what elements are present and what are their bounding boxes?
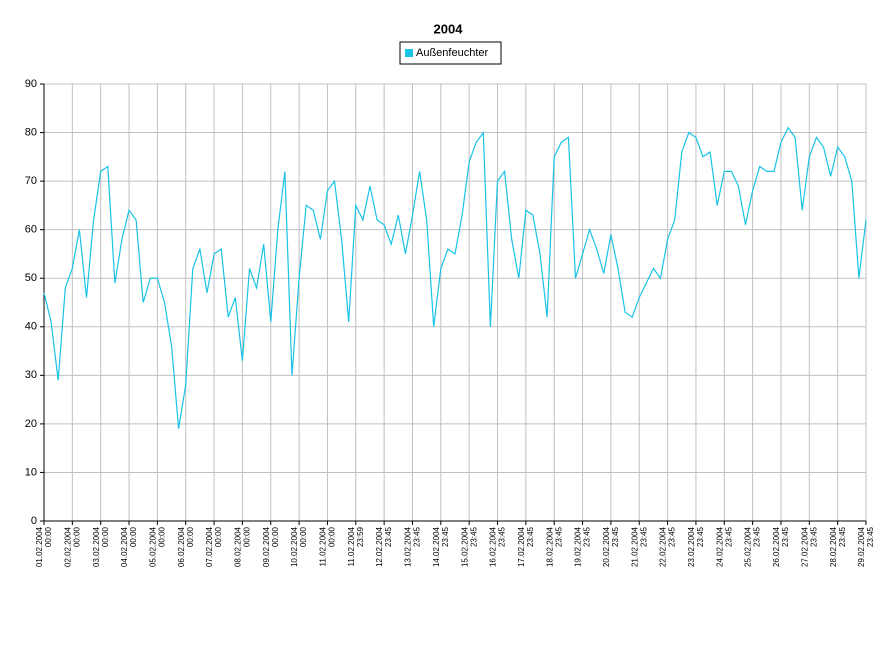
x-tick-label: 00:00 — [243, 526, 252, 547]
x-tick-label: 28.02.2004 — [829, 526, 838, 567]
x-tick-label: 11.02.2004 — [347, 526, 356, 566]
x-tick-label: 04.02.2004 — [120, 526, 129, 567]
x-tick-label: 23:45 — [384, 526, 393, 547]
x-tick-label: 23:45 — [469, 526, 478, 547]
x-tick-label: 00:00 — [328, 526, 337, 547]
x-tick-label: 27.02.2004 — [800, 526, 809, 567]
x-tick-label: 19.02.2004 — [574, 526, 583, 567]
x-tick-label: 00:00 — [72, 526, 81, 547]
x-tick-label: 25.02.2004 — [744, 526, 753, 567]
x-tick-label: 07.02.2004 — [205, 526, 214, 567]
x-tick-label: 18.02.2004 — [545, 526, 554, 567]
x-tick-label: 23:45 — [413, 526, 422, 547]
x-tick-label: 23:45 — [696, 526, 705, 547]
x-tick-label: 16.02.2004 — [489, 526, 498, 567]
y-tick-label: 0 — [31, 515, 37, 527]
legend-box — [399, 41, 502, 65]
y-tick-label: 40 — [25, 321, 37, 333]
x-tick-label: 23:45 — [668, 526, 677, 547]
x-tick-label: 23:45 — [838, 526, 847, 547]
x-tick-label: 17.02.2004 — [517, 526, 526, 567]
chart-title: 2004 — [434, 21, 464, 36]
y-tick-label: 70 — [25, 175, 37, 187]
x-tick-label: 23:45 — [724, 526, 733, 547]
y-tick-label: 80 — [25, 126, 37, 138]
x-tick-label: 03.02.2004 — [92, 526, 101, 567]
x-tick-label: 09.02.2004 — [262, 526, 271, 567]
y-tick-label: 20 — [25, 418, 37, 430]
x-tick-label: 00:00 — [101, 526, 110, 547]
y-tick-label: 30 — [25, 369, 37, 381]
x-tick-label: 26.02.2004 — [772, 526, 781, 567]
x-tick-label: 24.02.2004 — [715, 526, 724, 567]
x-tick-label: 23.02.2004 — [687, 526, 696, 567]
x-tick-label: 02.02.2004 — [63, 526, 72, 567]
y-tick-label: 60 — [25, 224, 37, 236]
x-tick-label: 20.02.2004 — [602, 526, 611, 567]
x-tick-label: 22.02.2004 — [659, 526, 668, 567]
x-tick-label: 23:45 — [526, 526, 535, 547]
x-tick-label: 15.02.2004 — [460, 526, 469, 567]
x-tick-label: 13.02.2004 — [404, 526, 413, 567]
x-tick-label: 23:45 — [583, 526, 592, 547]
x-tick-label: 23:45 — [611, 526, 620, 547]
legend-swatch — [405, 49, 413, 57]
x-tick-label: 05.02.2004 — [148, 526, 157, 567]
y-tick-label: 10 — [25, 466, 37, 478]
x-tick-label: 23:45 — [866, 526, 875, 547]
x-tick-label: 00:00 — [271, 526, 280, 547]
x-tick-label: 00:00 — [44, 526, 53, 547]
x-tick-label: 11.02.2004 — [319, 526, 328, 566]
x-tick-label: 23:45 — [753, 526, 762, 547]
x-tick-label: 00:00 — [214, 526, 223, 547]
x-tick-label: 12.02.2004 — [375, 526, 384, 567]
x-tick-label: 10.02.2004 — [290, 526, 299, 567]
y-tick-label: 90 — [25, 78, 37, 90]
x-tick-label: 23:45 — [809, 526, 818, 547]
x-tick-label: 06.02.2004 — [177, 526, 186, 567]
x-tick-label: 14.02.2004 — [432, 526, 441, 567]
x-tick-label: 23:45 — [554, 526, 563, 547]
x-tick-label: 21.02.2004 — [630, 526, 639, 567]
x-tick-label: 00:00 — [299, 526, 308, 547]
data-line — [43, 126, 867, 429]
x-tick-label: 29.02.2004 — [857, 526, 866, 567]
x-tick-label: 00:00 — [157, 526, 166, 547]
x-tick-label: 23:59 — [356, 526, 365, 547]
x-tick-label: 23:45 — [498, 526, 507, 547]
x-tick-label: 00:00 — [129, 526, 138, 547]
x-tick-label: 08.02.2004 — [234, 526, 243, 567]
x-tick-label: 01.02.2004 — [35, 526, 44, 567]
legend-label: Außenfeuchter — [416, 47, 488, 59]
x-tick-label: 23:45 — [781, 526, 790, 547]
x-tick-label: 23:45 — [441, 526, 450, 547]
x-tick-label: 00:00 — [186, 526, 195, 547]
y-tick-label: 50 — [25, 272, 37, 284]
x-tick-label: 23:45 — [639, 526, 648, 547]
